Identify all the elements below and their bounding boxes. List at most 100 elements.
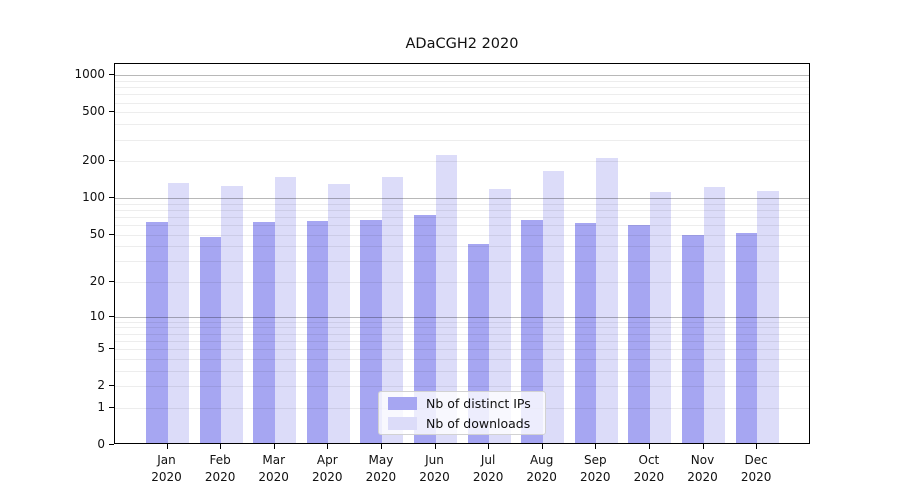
legend-entry-downloads: Nb of downloads <box>388 416 545 431</box>
y-gridline-300 <box>115 139 809 141</box>
x-tick-mark-feb <box>220 444 222 449</box>
x-tick-label-dec: Dec 2020 <box>740 453 772 484</box>
y-tick-mark-2 <box>109 385 114 387</box>
x-tick-label-sep: Sep 2020 <box>580 453 611 484</box>
x-tick-mark-sep <box>595 444 597 449</box>
y-gridline-50 <box>115 234 809 236</box>
bar-distinct-ips-may <box>360 219 382 443</box>
y-tick-label-50: 50 <box>89 226 105 241</box>
bar-downloads-jun <box>435 155 457 443</box>
y-tick-label-10: 10 <box>89 308 105 323</box>
y-gridline-3 <box>115 370 809 372</box>
y-tick-label-1000: 1000 <box>74 67 105 82</box>
y-tick-mark-5 <box>109 348 114 350</box>
bar-distinct-ips-aug <box>521 219 543 443</box>
x-tick-mark-apr <box>327 444 329 449</box>
y-gridline-60 <box>115 225 809 227</box>
x-tick-label-apr: Apr 2020 <box>312 453 343 484</box>
y-gridline-6 <box>115 340 809 342</box>
y-gridline-500 <box>115 112 809 114</box>
bar-distinct-ips-jun <box>414 214 436 443</box>
legend-label-downloads: Nb of downloads <box>426 415 531 431</box>
y-tick-label-0: 0 <box>97 437 105 451</box>
y-gridline-200 <box>115 161 809 163</box>
x-tick-mark-jan <box>166 444 168 449</box>
x-tick-label-oct: Oct 2020 <box>633 453 665 484</box>
bar-downloads-may <box>381 177 404 443</box>
x-tick-mark-may <box>380 444 382 449</box>
y-gridline-40 <box>115 246 809 248</box>
x-tick-mark-dec <box>756 444 758 449</box>
bar-downloads-oct <box>649 192 672 443</box>
bar-downloads-nov <box>703 187 725 443</box>
y-gridline-2 <box>115 386 809 388</box>
y-gridline-800 <box>115 87 809 89</box>
bar-distinct-ips-dec <box>735 232 758 443</box>
bar-downloads-mar <box>274 176 297 443</box>
y-gridline-70 <box>115 216 809 218</box>
chart-title: ADaCGH2 2020 <box>405 36 519 52</box>
y-tick-mark-200 <box>109 160 114 162</box>
legend: Nb of distinct IPs Nb of downloads <box>378 391 546 435</box>
y-tick-mark-1000 <box>109 74 114 76</box>
y-tick-mark-20 <box>109 281 114 283</box>
bar-downloads-feb <box>221 186 243 443</box>
x-tick-label-feb: Feb 2020 <box>204 453 236 484</box>
x-tick-label-jun: Jun 2020 <box>419 453 450 484</box>
x-tick-mark-nov <box>702 444 704 449</box>
y-tick-label-5: 5 <box>97 341 105 356</box>
x-tick-label-nov: Nov 2020 <box>687 453 718 484</box>
x-tick-label-may: May 2020 <box>365 453 397 484</box>
y-gridline-7 <box>115 333 809 335</box>
x-tick-label-mar: Mar 2020 <box>258 453 289 484</box>
plot-area <box>114 63 810 444</box>
y-gridline-90 <box>115 203 809 205</box>
y-gridline-30 <box>115 261 809 263</box>
y-gridline-400 <box>115 124 809 126</box>
y-gridline-80 <box>115 209 809 211</box>
x-tick-mark-jul <box>488 444 490 449</box>
y-gridline-9 <box>115 321 809 323</box>
x-tick-label-jul: Jul 2020 <box>472 453 504 484</box>
bar-distinct-ips-mar <box>253 222 275 443</box>
bar-distinct-ips-sep <box>574 223 597 443</box>
y-gridline-20 <box>115 282 809 284</box>
y-tick-label-20: 20 <box>89 274 105 289</box>
x-tick-mark-oct <box>648 444 650 449</box>
bar-downloads-jul <box>489 189 511 443</box>
y-gridline-1000 <box>115 75 809 77</box>
legend-entry-distinct-ips: Nb of distinct IPs <box>388 396 545 411</box>
bar-downloads-aug <box>542 171 565 443</box>
y-tick-mark-500 <box>109 111 114 113</box>
bar-downloads-sep <box>596 158 618 443</box>
y-tick-label-2: 2 <box>97 378 105 393</box>
x-tick-mark-jun <box>434 444 436 449</box>
y-tick-mark-1 <box>109 406 114 408</box>
y-gridline-5 <box>115 349 809 351</box>
y-tick-label-100: 100 <box>82 190 105 205</box>
y-tick-label-1: 1 <box>97 399 105 414</box>
y-gridline-8 <box>115 327 809 329</box>
y-tick-mark-50 <box>109 233 114 235</box>
bar-distinct-ips-feb <box>199 237 222 443</box>
legend-label-distinct-ips: Nb of distinct IPs <box>426 395 531 411</box>
y-tick-label-200: 200 <box>82 153 105 168</box>
x-tick-label-jan: Jan 2020 <box>151 453 182 484</box>
bar-distinct-ips-jan <box>146 222 168 443</box>
bar-distinct-ips-apr <box>306 221 329 443</box>
legend-swatch-downloads <box>388 416 417 430</box>
y-gridline-4 <box>115 358 809 360</box>
bar-downloads-apr <box>328 183 350 443</box>
y-gridline-600 <box>115 102 809 104</box>
y-tick-mark-0 <box>109 444 114 445</box>
bar-distinct-ips-oct <box>628 224 650 443</box>
y-gridline-100 <box>115 198 809 200</box>
bar-downloads-dec <box>757 191 779 443</box>
bar-downloads-jan <box>167 182 189 443</box>
x-tick-mark-aug <box>541 444 543 449</box>
y-tick-mark-100 <box>109 197 114 199</box>
bar-distinct-ips-nov <box>682 234 704 443</box>
x-tick-label-aug: Aug 2020 <box>526 453 557 484</box>
y-tick-mark-10 <box>109 315 114 317</box>
